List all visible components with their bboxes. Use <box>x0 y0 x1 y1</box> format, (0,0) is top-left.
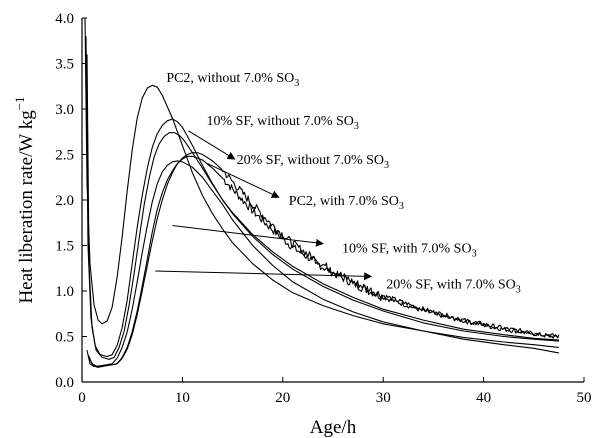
series-label-sub: 3 <box>354 121 359 132</box>
annotation-arrow-4 <box>207 163 280 198</box>
series-line-4 <box>86 160 559 368</box>
annotation-arrow-5 <box>172 224 324 247</box>
x-tick-label: 0 <box>78 390 86 406</box>
y-tick-label: 4.0 <box>55 11 74 27</box>
series-label-sub: 3 <box>399 201 404 212</box>
y-tick-label: 3.5 <box>55 57 74 73</box>
series-line-3 <box>86 54 559 360</box>
series-label-sub: 3 <box>472 248 477 259</box>
series-label-6: 20% SF, with 7.0% SO3 <box>386 278 521 296</box>
series-label-1: PC2, without 7.0% SO3 <box>166 71 299 89</box>
x-tick-label: 30 <box>376 390 391 406</box>
series-label-main: 20% SF, without 7.0% SO <box>237 153 384 168</box>
y-axis-title-sup: −1 <box>12 96 27 110</box>
series-line-6 <box>88 152 560 368</box>
y-tick-label: 0.5 <box>55 330 74 346</box>
series-label-5: 10% SF, with 7.0% SO3 <box>342 241 477 259</box>
series-line-2 <box>85 36 559 358</box>
y-tick-label: 2.5 <box>55 148 74 164</box>
y-axis-title: Heat liberation rate/W kg−1 <box>12 96 37 303</box>
y-tick-label: 2.0 <box>55 193 74 209</box>
series-label-main: PC2, with 7.0% SO <box>289 194 399 209</box>
x-axis-title: Age/h <box>310 417 357 438</box>
series-label-sub: 3 <box>294 78 299 89</box>
x-tick-label: 40 <box>476 390 491 406</box>
axes: 0.0 0.5 1.0 1.5 2.0 2.5 3.0 3.5 4.0 0 10 20 30 40 50 <box>55 11 591 406</box>
series-group <box>84 17 560 368</box>
series-label-sub: 3 <box>384 160 389 171</box>
series-label-main: 10% SF, with 7.0% SO <box>342 241 472 256</box>
annotation-arrow-3 <box>188 130 236 160</box>
x-tick-label: 50 <box>577 390 592 406</box>
series-label-main: 10% SF, without 7.0% SO <box>206 114 353 129</box>
series-label-4: PC2, with 7.0% SO3 <box>289 194 404 212</box>
series-label-2: 10% SF, without 7.0% SO3 <box>206 114 358 132</box>
series-line-1 <box>84 17 559 348</box>
x-tick-label: 10 <box>175 390 190 406</box>
series-label-main: 20% SF, with 7.0% SO <box>386 278 516 293</box>
annotation-arrow-6 <box>155 270 373 281</box>
y-tick-label: 1.5 <box>55 239 74 255</box>
y-axis-title-main: Heat liberation rate/W kg <box>16 110 37 304</box>
series-line-5 <box>87 155 559 368</box>
y-tick-label: 1.0 <box>55 284 74 300</box>
series-label-main: PC2, without 7.0% SO <box>166 71 294 86</box>
y-tick-label: 3.0 <box>55 102 74 118</box>
series-label-3: 20% SF, without 7.0% SO3 <box>237 153 389 171</box>
y-tick-label: 0.0 <box>55 375 74 391</box>
series-label-sub: 3 <box>516 285 521 296</box>
x-tick-label: 20 <box>275 390 290 406</box>
